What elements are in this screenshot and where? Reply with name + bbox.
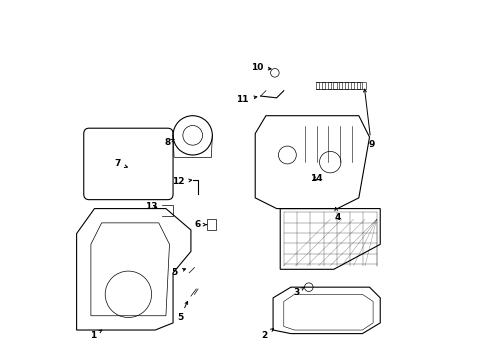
Text: 10: 10 [250,63,270,72]
Text: 6: 6 [195,220,206,229]
Text: 14: 14 [309,174,322,183]
Bar [327,82,330,89]
Text: 9: 9 [363,89,374,149]
Bar [350,82,353,89]
Text: 13: 13 [145,202,158,211]
Text: 1: 1 [89,330,102,340]
Text: 4: 4 [333,207,340,222]
Bar [315,82,319,89]
Text: 8: 8 [164,138,174,147]
Bar [321,82,325,89]
Bar [356,82,359,89]
Bar [344,82,347,89]
Bar [362,82,365,89]
Bar [206,219,216,230]
Text: 5: 5 [171,268,185,277]
Text: 5: 5 [177,301,187,322]
Text: 12: 12 [172,177,191,186]
Text: 3: 3 [293,287,304,297]
Bar [333,82,336,89]
Bar [339,82,342,89]
Text: 2: 2 [261,329,273,340]
Text: 11: 11 [236,95,256,104]
Text: 7: 7 [114,159,127,168]
